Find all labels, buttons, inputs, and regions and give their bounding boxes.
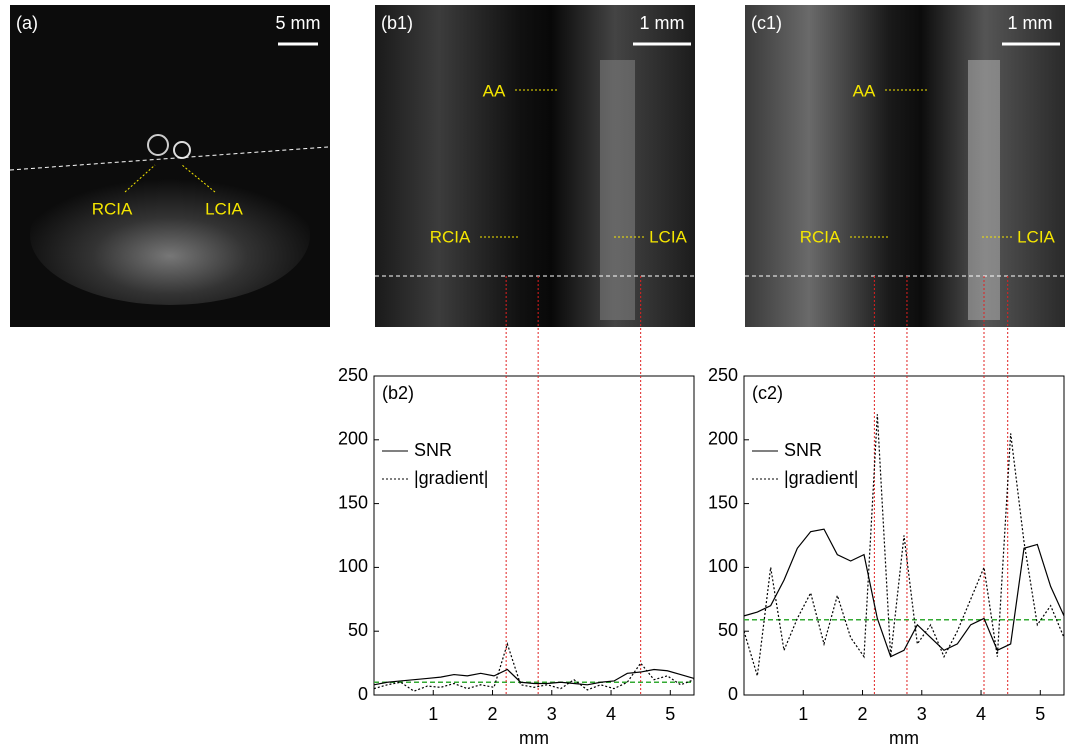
legend-label: |gradient| [414,468,488,488]
series-line [373,641,695,692]
series-line [373,668,695,686]
x-tick-label: 1 [428,704,438,724]
panel-label: (b2) [382,383,414,403]
y-tick-label: 150 [708,492,738,512]
x-tick-label: 1 [798,704,808,724]
y-tick-label: 50 [718,620,738,640]
annotation: RCIA [92,199,133,218]
panel-label: (b1) [381,13,413,33]
annotation: RCIA [800,227,841,246]
plot-frame [373,375,695,696]
x-tick-label: 4 [976,704,986,724]
annotation: LCIA [649,227,687,246]
x-tick-label: 4 [606,704,616,724]
y-tick-label: 0 [358,684,368,704]
annotation: AA [853,81,876,100]
x-tick-label: 5 [665,704,675,724]
plot-frame [743,375,1065,696]
image-b1: (b1) 1 mm AA RCIA LCIA [375,5,695,327]
annotation: RCIA [430,227,471,246]
x-axis-label: mm [889,728,919,748]
panel-label: (a) [16,13,38,33]
legend-label: |gradient| [784,468,858,488]
x-tick-label: 3 [547,704,557,724]
y-tick-label: 50 [348,620,368,640]
image-a: (a) 5 mm RCIA LCIA [9,5,330,327]
y-tick-label: 0 [728,684,738,704]
panel-label: (c2) [752,383,783,403]
x-tick-label: 5 [1035,704,1045,724]
y-tick-label: 150 [338,492,368,512]
x-axis-label: mm [519,728,549,748]
x-tick-label: 3 [917,704,927,724]
scale-label: 1 mm [1008,13,1053,33]
annotation: LCIA [205,199,243,218]
annotation: LCIA [1017,227,1055,246]
y-tick-label: 250 [708,365,738,385]
series-line [743,528,1065,658]
x-tick-label: 2 [858,704,868,724]
y-tick-label: 200 [338,429,368,449]
panel-label: (c1) [751,13,782,33]
series-line [743,414,1065,677]
y-tick-label: 200 [708,429,738,449]
y-tick-label: 100 [708,556,738,576]
legend-label: SNR [784,440,822,460]
x-tick-label: 2 [488,704,498,724]
legend-label: SNR [414,440,452,460]
scale-label: 1 mm [640,13,685,33]
y-tick-label: 100 [338,556,368,576]
scale-label: 5 mm [276,13,321,33]
annotation: AA [483,81,506,100]
image-c1: (c1) 1 mm AA RCIA LCIA [745,5,1065,327]
y-tick-label: 250 [338,365,368,385]
